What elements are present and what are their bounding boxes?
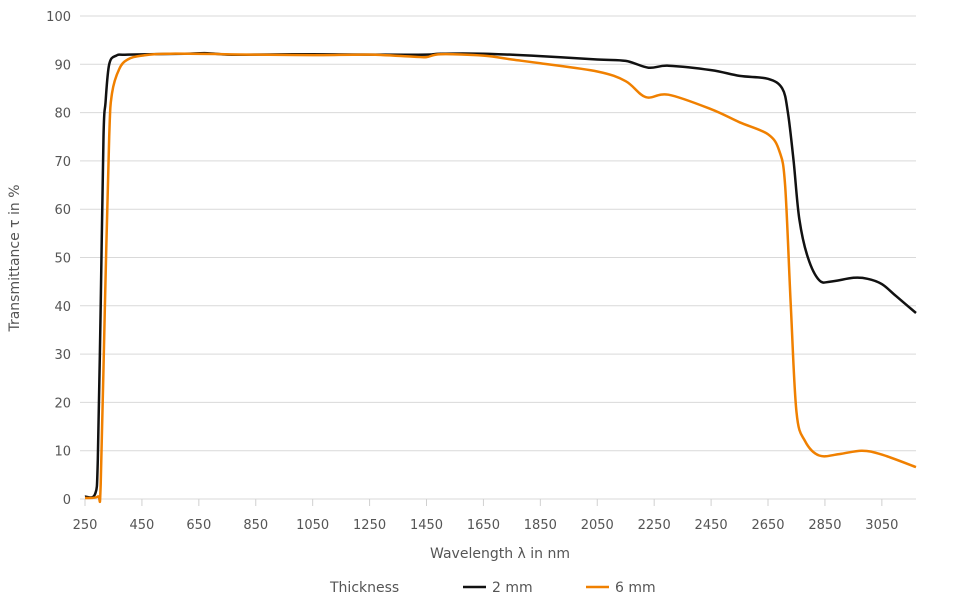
y-tick-label: 40 bbox=[54, 300, 71, 315]
x-tick-label: 1050 bbox=[296, 518, 329, 533]
x-tick-label: 1650 bbox=[467, 518, 500, 533]
y-tick-label: 70 bbox=[54, 155, 71, 170]
y-tick-label: 30 bbox=[54, 348, 71, 363]
y-tick-label: 60 bbox=[54, 203, 71, 218]
x-tick-label: 2450 bbox=[695, 518, 728, 533]
x-tick-label: 1250 bbox=[353, 518, 386, 533]
x-tick-label: 2250 bbox=[638, 518, 671, 533]
x-tick-label: 3050 bbox=[865, 518, 898, 533]
x-tick-label: 450 bbox=[130, 518, 155, 533]
legend: Thickness 2 mm 6 mm bbox=[329, 580, 656, 596]
y-axis: 0 10 20 30 40 50 60 70 80 90 100 bbox=[46, 10, 71, 508]
series-line-2mm bbox=[84, 51, 917, 499]
x-tick-label: 2650 bbox=[751, 518, 784, 533]
x-tick-label: 850 bbox=[243, 518, 268, 533]
x-tick-label: 2850 bbox=[808, 518, 841, 533]
y-tick-label: 20 bbox=[54, 396, 71, 411]
x-tick-label: 1850 bbox=[524, 518, 557, 533]
legend-title: Thickness bbox=[329, 580, 399, 596]
x-tick-label: 1450 bbox=[410, 518, 443, 533]
y-tick-label: 10 bbox=[54, 445, 71, 460]
y-tick-label: 0 bbox=[63, 493, 71, 508]
y-axis-label: Transmittance τ in % bbox=[7, 184, 23, 332]
x-tick-label: 250 bbox=[73, 518, 98, 533]
legend-label-6mm: 6 mm bbox=[615, 580, 656, 596]
grid bbox=[80, 15, 916, 500]
x-tick-label: 650 bbox=[186, 518, 211, 533]
y-tick-label: 80 bbox=[54, 107, 71, 122]
series-line-6mm bbox=[84, 52, 917, 503]
y-tick-label: 90 bbox=[54, 58, 71, 73]
legend-label-2mm: 2 mm bbox=[492, 580, 533, 596]
series-lines bbox=[84, 51, 917, 503]
y-tick-label: 50 bbox=[54, 252, 71, 267]
y-tick-label: 100 bbox=[46, 10, 71, 25]
x-axis-label: Wavelength λ in nm bbox=[430, 546, 570, 562]
x-axis: 250 450 650 850 1050 1250 1450 1650 1850 2050 2250… bbox=[73, 499, 898, 533]
x-tick-label: 2050 bbox=[581, 518, 614, 533]
